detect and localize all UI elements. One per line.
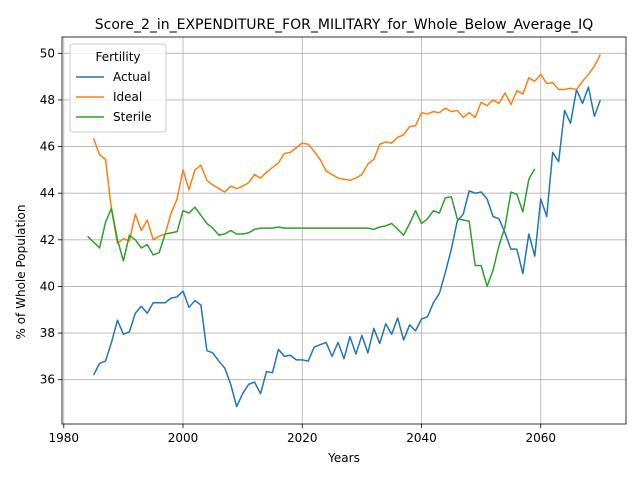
- legend-box: [69, 43, 167, 133]
- legend-label-actual: Actual: [113, 70, 151, 84]
- x-axis: 1980 2000 2020 2040 2060: [49, 424, 556, 445]
- legend-label-sterile: Sterile: [113, 110, 152, 124]
- series-line-ideal: [92, 54, 602, 245]
- y-tick-label: 44: [40, 186, 55, 200]
- legend-label-ideal: Ideal: [113, 90, 142, 104]
- series-lines: [87, 54, 602, 408]
- x-tick-label: 1980: [49, 431, 80, 445]
- x-tick-label: 2000: [168, 431, 199, 445]
- y-tick-label: 46: [40, 140, 55, 154]
- y-tick-label: 36: [40, 373, 55, 387]
- y-tick-label: 38: [40, 326, 55, 340]
- plot-frame: [61, 36, 627, 425]
- x-axis-label: Years: [327, 451, 360, 465]
- legend-title: Fertility: [95, 50, 140, 64]
- y-tick-label: 42: [40, 233, 55, 247]
- y-axis: 36 38 40 42 44 46 48 50: [40, 46, 62, 387]
- series-line-actual: [92, 86, 602, 408]
- x-tick-label: 2020: [287, 431, 318, 445]
- chart-title: Score_2_in_EXPENDITURE_FOR_MILITARY_for_…: [95, 17, 594, 33]
- legend-items: Actual Ideal Sterile: [76, 70, 152, 124]
- series-line-sterile: [87, 168, 536, 288]
- x-tick-label: 2040: [406, 431, 437, 445]
- y-tick-label: 50: [40, 46, 55, 60]
- y-axis-label: % of Whole Population: [14, 205, 28, 340]
- y-tick-label: 40: [40, 279, 55, 293]
- grid: [62, 37, 626, 424]
- legend: Fertility Actual Ideal Sterile: [69, 43, 167, 133]
- y-tick-label: 48: [40, 93, 55, 107]
- x-tick-label: 2060: [525, 431, 556, 445]
